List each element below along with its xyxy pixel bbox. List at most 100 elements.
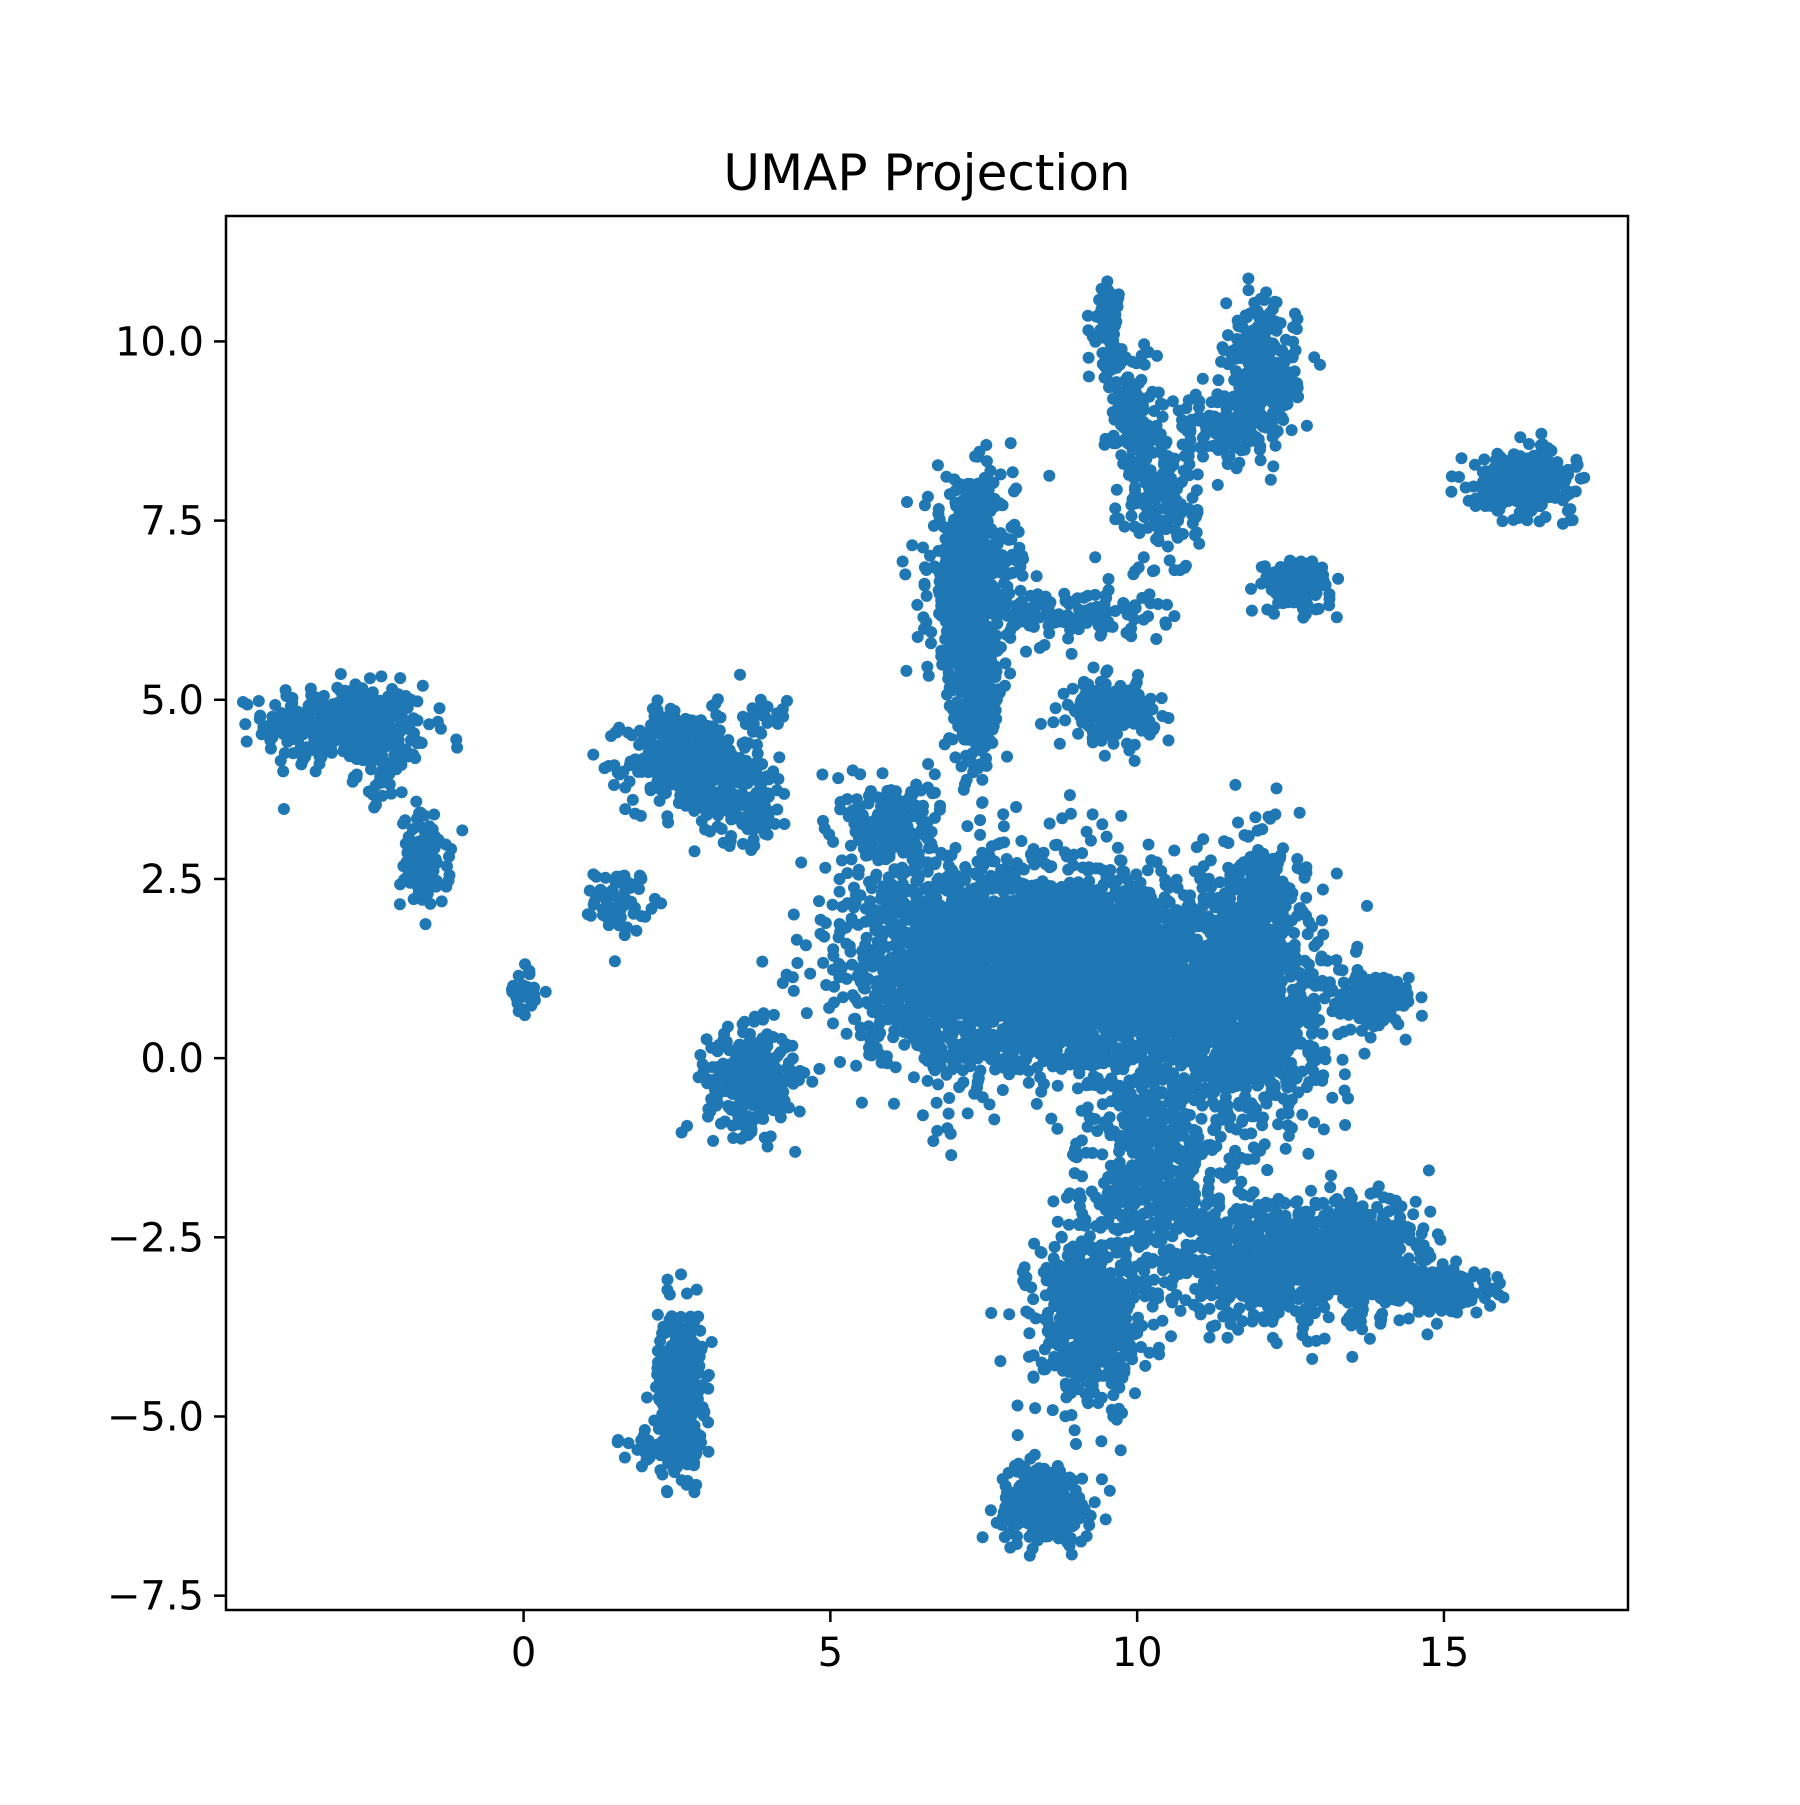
scatter-point — [1136, 591, 1149, 604]
scatter-point — [375, 670, 388, 683]
scatter-point — [381, 700, 393, 713]
scatter-point — [695, 1436, 707, 1449]
scatter-point — [1147, 433, 1160, 446]
scatter-point — [1480, 474, 1493, 487]
scatter-point — [789, 1145, 802, 1158]
scatter-point — [1082, 370, 1095, 383]
scatter-point — [323, 742, 336, 755]
scatter-point — [1047, 716, 1060, 729]
scatter-point — [1186, 491, 1199, 504]
scatter-point — [935, 609, 948, 622]
scatter-point — [778, 787, 791, 800]
scatter-point — [1167, 453, 1180, 466]
scatter-point — [1088, 1496, 1101, 1509]
scatter-point — [932, 507, 945, 520]
scatter-point — [305, 726, 318, 739]
scatter-point — [1100, 666, 1113, 679]
scatter-point — [334, 668, 347, 680]
scatter-point — [949, 751, 962, 764]
scatter-point — [1094, 604, 1107, 617]
scatter-point — [1264, 473, 1277, 486]
scatter-point — [1143, 728, 1156, 741]
scatter-point — [817, 814, 829, 827]
scatter-point — [1191, 468, 1204, 481]
scatter-point — [787, 1077, 800, 1090]
scatter-point — [1161, 540, 1174, 553]
scatter-point — [709, 800, 722, 813]
scatter-point — [1285, 424, 1298, 437]
scatter-point — [1094, 710, 1107, 723]
scatter-point — [1266, 605, 1279, 618]
scatter-point — [1109, 502, 1122, 515]
scatter-point — [1202, 423, 1215, 436]
scatter-point — [1065, 1548, 1078, 1561]
scatter-point — [711, 765, 724, 778]
scatter-point — [906, 539, 919, 552]
scatter-point — [433, 702, 446, 715]
scatter-point — [751, 747, 764, 760]
scatter-point — [1089, 689, 1102, 702]
scatter-point — [656, 770, 668, 782]
scatter-point — [280, 690, 293, 702]
scatter-point — [827, 835, 840, 848]
scatter-point — [376, 749, 388, 762]
scatter-point — [367, 692, 379, 705]
scatter-point — [700, 1033, 713, 1046]
scatter-point — [922, 758, 935, 770]
scatter-point — [1220, 297, 1233, 310]
scatter-point — [1017, 553, 1029, 566]
scatter-point — [900, 664, 913, 677]
scatter-point — [1002, 1466, 1015, 1479]
scatter-point — [339, 726, 352, 739]
scatter-point — [761, 828, 774, 841]
scatter-point — [360, 703, 373, 716]
scatter-point — [1001, 750, 1013, 763]
scatter-point — [1024, 1484, 1037, 1497]
scatter-point — [1142, 491, 1155, 504]
scatter-point — [943, 699, 956, 712]
scatter-point — [430, 880, 442, 893]
scatter-point — [972, 532, 985, 545]
scatter-point — [681, 1449, 694, 1462]
scatter-point — [1174, 564, 1186, 577]
scatter-point — [626, 793, 639, 806]
scatter-point — [1260, 286, 1273, 299]
scatter-point — [751, 738, 763, 751]
scatter-point — [252, 695, 265, 707]
scatter-point — [1133, 527, 1146, 539]
scatter-point — [383, 778, 396, 791]
scatter-point — [721, 788, 734, 801]
scatter-point — [806, 1075, 819, 1088]
scatter-point — [724, 747, 737, 760]
scatter-point — [974, 828, 987, 841]
scatter-point — [1564, 486, 1577, 499]
scatter-point — [1169, 524, 1182, 537]
scatter-point — [702, 1110, 714, 1123]
scatter-point — [590, 891, 603, 904]
scatter-point — [1271, 375, 1284, 388]
scatter-point — [1108, 692, 1121, 705]
scatter-point — [1534, 491, 1547, 504]
scatter-point — [986, 686, 999, 699]
scatter-point — [696, 1340, 708, 1353]
scatter-point — [1152, 386, 1165, 399]
scatter-point — [1006, 466, 1019, 479]
scatter-point — [736, 1018, 749, 1031]
scatter-point — [663, 1347, 676, 1360]
scatter-point — [866, 826, 879, 839]
scatter-point — [723, 1078, 736, 1091]
scatter-point — [1491, 504, 1504, 517]
scatter-point — [971, 732, 984, 745]
scatter-point — [1010, 1538, 1023, 1550]
scatter-point — [1061, 698, 1074, 711]
scatter-point — [976, 773, 989, 786]
scatter-point — [1102, 358, 1115, 371]
scatter-point — [994, 641, 1007, 654]
scatter-point — [908, 810, 921, 823]
scatter-point — [756, 709, 769, 722]
scatter-point — [239, 718, 252, 731]
scatter-point — [982, 620, 995, 633]
scatter-point — [1130, 357, 1143, 370]
scatter-point — [627, 907, 640, 920]
scatter-point — [1518, 500, 1530, 513]
